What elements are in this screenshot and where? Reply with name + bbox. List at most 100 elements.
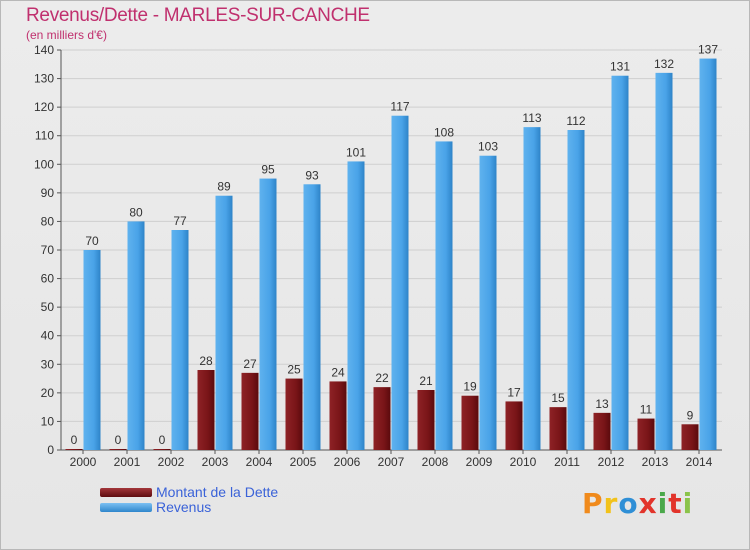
bar-revenus — [215, 195, 233, 450]
y-tick-label: 120 — [34, 100, 54, 114]
bar-dette — [197, 370, 215, 450]
logo-letter: r — [603, 487, 619, 520]
data-label-revenus: 89 — [217, 180, 231, 194]
data-label-dette: 15 — [551, 391, 565, 405]
y-tick-label: 130 — [34, 72, 54, 86]
bar-revenus — [435, 141, 453, 450]
x-tick-label: 2001 — [114, 455, 141, 469]
bar-revenus — [523, 127, 541, 451]
bar-dette — [593, 412, 611, 450]
legend-label-revenus: Revenus — [156, 499, 212, 515]
bar-dette — [549, 407, 567, 450]
data-label-revenus: 132 — [654, 57, 674, 71]
y-tick-label: 0 — [47, 443, 54, 457]
data-label-dette: 11 — [640, 403, 653, 417]
data-label-dette: 0 — [115, 433, 122, 447]
legend-swatch-revenus — [100, 503, 152, 512]
x-tick-label: 2000 — [70, 455, 97, 469]
proxiti-logo: Proxiti — [582, 487, 693, 520]
bar-dette — [241, 372, 259, 450]
bar-dette — [153, 449, 171, 450]
data-label-dette: 27 — [243, 357, 257, 371]
x-tick-label: 2012 — [598, 455, 625, 469]
y-tick-label: 90 — [41, 186, 55, 200]
y-tick-label: 30 — [41, 357, 55, 371]
bar-revenus — [479, 155, 497, 450]
data-label-revenus: 137 — [698, 43, 718, 57]
y-tick-label: 80 — [41, 214, 55, 228]
x-tick-label: 2007 — [378, 455, 405, 469]
bar-revenus — [391, 115, 409, 450]
data-label-dette: 9 — [687, 408, 694, 422]
x-tick-label: 2013 — [642, 455, 669, 469]
x-tick-label: 2008 — [422, 455, 449, 469]
data-label-dette: 24 — [331, 365, 345, 379]
bar-revenus — [567, 130, 585, 450]
x-tick-label: 2014 — [686, 455, 713, 469]
data-label-dette: 28 — [199, 354, 213, 368]
bar-dette — [285, 378, 303, 450]
chart-subtitle: (en milliers d'€) — [26, 28, 107, 42]
data-label-dette: 0 — [159, 433, 166, 447]
x-tick-label: 2009 — [466, 455, 493, 469]
x-tick-label: 2004 — [246, 455, 273, 469]
bar-revenus — [611, 75, 629, 450]
legend-swatch-dette — [100, 488, 152, 497]
bar-revenus — [83, 250, 101, 450]
bar-dette — [681, 424, 699, 450]
data-label-revenus: 77 — [173, 214, 187, 228]
x-tick-label: 2006 — [334, 455, 361, 469]
y-tick-label: 140 — [34, 43, 54, 57]
data-label-revenus: 70 — [85, 234, 99, 248]
y-tick-label: 110 — [35, 129, 54, 143]
y-tick-label: 10 — [41, 414, 55, 428]
bar-dette — [461, 395, 479, 450]
logo-letter: i — [657, 487, 669, 520]
data-label-revenus: 117 — [390, 100, 409, 114]
logo-letter: t — [668, 487, 683, 520]
legend-label-dette: Montant de la Dette — [156, 484, 279, 500]
y-tick-label: 70 — [41, 243, 55, 257]
data-label-revenus: 112 — [566, 114, 585, 128]
data-label-dette: 0 — [71, 433, 78, 447]
x-tick-label: 2005 — [290, 455, 317, 469]
bar-dette — [373, 387, 391, 450]
y-tick-label: 40 — [41, 329, 55, 343]
x-tick-label: 2010 — [510, 455, 537, 469]
logo-letter: P — [582, 487, 604, 520]
data-label-revenus: 103 — [478, 140, 498, 154]
data-label-dette: 19 — [463, 380, 477, 394]
bar-revenus — [171, 230, 189, 450]
bar-revenus — [259, 178, 277, 451]
bar-dette — [637, 418, 655, 450]
data-label-revenus: 131 — [610, 60, 630, 74]
data-label-dette: 22 — [375, 371, 389, 385]
data-label-revenus: 108 — [434, 125, 454, 139]
logo-letter: o — [618, 487, 639, 520]
bar-revenus — [699, 58, 717, 450]
bar-revenus — [127, 221, 145, 450]
bar-revenus — [347, 161, 365, 450]
data-label-dette: 21 — [419, 374, 433, 388]
y-tick-label: 50 — [41, 300, 55, 314]
x-tick-label: 2003 — [202, 455, 229, 469]
bar-dette — [417, 390, 435, 450]
x-tick-label: 2011 — [554, 455, 580, 469]
bar-revenus — [303, 184, 321, 451]
chart-title: Revenus/Dette - MARLES-SUR-CANCHE — [26, 5, 370, 26]
logo-letter: x — [638, 487, 658, 520]
bar-dette — [505, 401, 523, 450]
data-label-dette: 13 — [595, 397, 609, 411]
y-tick-label: 100 — [34, 157, 54, 171]
y-tick-label: 60 — [41, 272, 55, 286]
bar-dette — [65, 449, 83, 450]
bar-dette — [329, 381, 347, 450]
logo-letter: i — [682, 487, 694, 520]
bar-dette — [109, 449, 127, 450]
bar-revenus — [655, 72, 673, 450]
y-tick-label: 20 — [41, 386, 55, 400]
data-label-revenus: 113 — [522, 111, 541, 125]
x-tick-label: 2002 — [158, 455, 185, 469]
data-label-revenus: 93 — [305, 168, 319, 182]
